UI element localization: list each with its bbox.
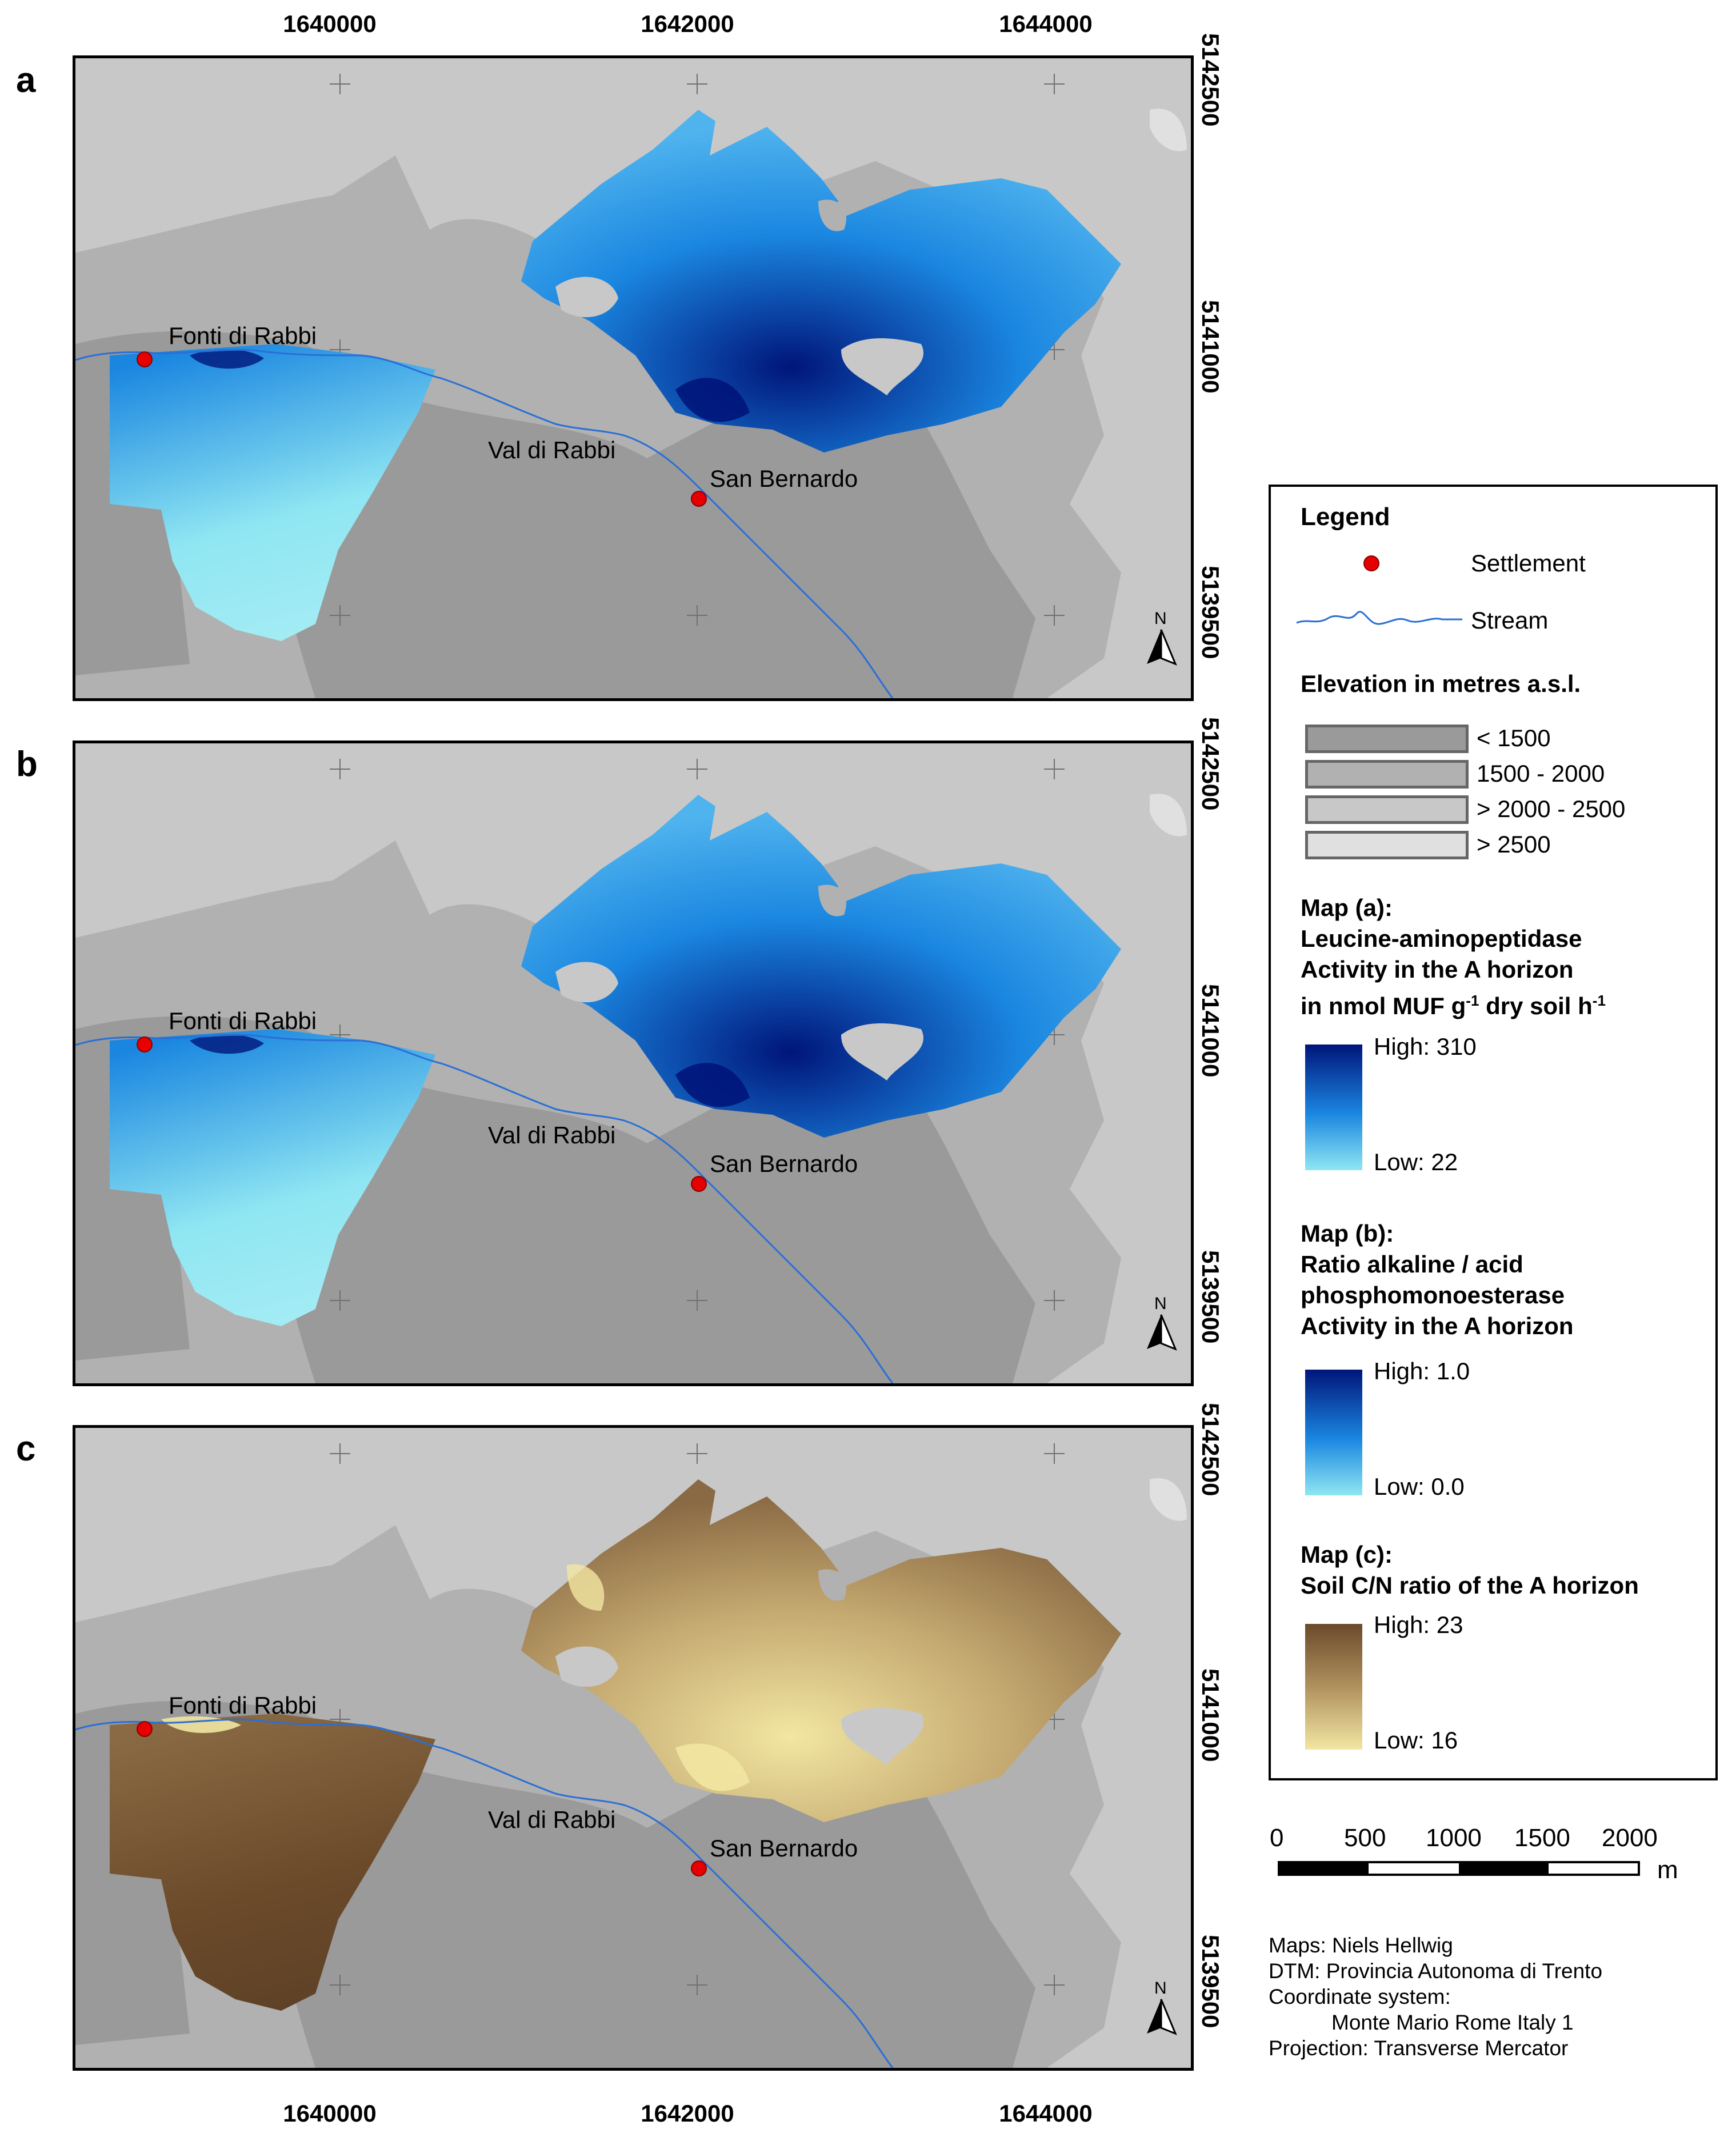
place-label-fonti-di-rabbi: Fonti di Rabbi (169, 1692, 317, 1719)
scalebar-label-0: 0 (1270, 1824, 1284, 1852)
north-arrow-icon: N (1147, 609, 1177, 666)
map-c-color-ramp (1305, 1624, 1362, 1750)
place-label-san-bernardo: San Bernardo (710, 1150, 858, 1177)
map-b-line2: phosphomonoesterase (1301, 1282, 1565, 1308)
north-label: N (1154, 1979, 1167, 1998)
map-a-color-ramp (1305, 1045, 1362, 1170)
y-tick-a-5142500: 5142500 (1197, 33, 1224, 127)
legend-settlement-label: Settlement (1471, 550, 1586, 577)
map-c-low: Low: 16 (1374, 1727, 1458, 1754)
credits-projection: Projection: Transverse Mercator (1269, 2036, 1569, 2060)
map-a-low: Low: 22 (1374, 1148, 1458, 1175)
legend-title: Legend (1301, 503, 1390, 531)
map-b-line1: Ratio alkaline / acid (1301, 1251, 1523, 1278)
place-label-fonti-di-rabbi: Fonti di Rabbi (169, 322, 317, 349)
map-credits: Maps: Niels Hellwig DTM: Provincia Auton… (1269, 1932, 1602, 2061)
map-b-color-ramp (1305, 1370, 1362, 1495)
map-panel-a: Fonti di Rabbi Val di Rabbi San Bernardo N (73, 55, 1194, 701)
elevation-label-gt2500: > 2500 (1477, 831, 1551, 858)
elevation-label-1500-2000: 1500 - 2000 (1477, 760, 1605, 787)
place-label-fonti-di-rabbi: Fonti di Rabbi (169, 1007, 317, 1034)
y-tick-c-5142500: 5142500 (1197, 1403, 1224, 1496)
north-label: N (1154, 1294, 1167, 1313)
place-label-val-di-rabbi: Val di Rabbi (488, 1806, 615, 1833)
panel-label-a: a (16, 61, 36, 100)
map-a-heading: Map (a): (1301, 894, 1393, 921)
scalebar-label-500: 500 (1344, 1824, 1386, 1852)
place-label-val-di-rabbi: Val di Rabbi (488, 1122, 615, 1148)
map-c-high: High: 23 (1374, 1611, 1463, 1638)
map-panel-c: Fonti di Rabbi Val di Rabbi San Bernardo N (73, 1425, 1194, 2071)
panel-label-c: c (16, 1429, 36, 1468)
y-tick-b-5139500: 5139500 (1197, 1250, 1224, 1344)
map-b-high: High: 1.0 (1374, 1358, 1470, 1384)
y-tick-c-5141000: 5141000 (1197, 1668, 1224, 1762)
north-arrow-icon: N (1147, 1294, 1177, 1351)
map-a-line1: Leucine-aminopeptidase (1301, 925, 1582, 952)
place-label-val-di-rabbi: Val di Rabbi (488, 437, 615, 463)
x-tick-top-1640000: 1640000 (283, 10, 377, 37)
x-tick-bottom-1642000: 1642000 (641, 2100, 734, 2127)
credits-dtm: DTM: Provincia Autonoma di Trento (1269, 1959, 1603, 1983)
map-b-heading: Map (b): (1301, 1220, 1394, 1247)
map-c-heading: Map (c): (1301, 1541, 1393, 1568)
settlement-symbol-icon (1363, 555, 1379, 571)
credits-coordsys: Coordinate system: (1269, 1985, 1451, 2008)
elevation-swatch-gt2500 (1305, 831, 1469, 859)
x-tick-bottom-1640000: 1640000 (283, 2100, 377, 2127)
map-b-line3: Activity in the A horizon (1301, 1312, 1574, 1339)
scalebar-label-1500: 1500 (1514, 1824, 1570, 1852)
x-tick-top-1642000: 1642000 (641, 10, 734, 37)
elevation-title: Elevation in metres a.s.l. (1301, 670, 1581, 697)
scalebar-unit: m (1657, 1856, 1678, 1884)
scalebar-label-2000: 2000 (1602, 1824, 1658, 1852)
map-panel-b: Fonti di Rabbi Val di Rabbi San Bernardo N (73, 741, 1194, 1386)
place-label-san-bernardo: San Bernardo (710, 465, 858, 492)
elevation-label-lt1500: < 1500 (1477, 725, 1551, 751)
y-tick-c-5139500: 5139500 (1197, 1935, 1224, 2028)
x-tick-top-1644000: 1644000 (999, 10, 1093, 37)
y-tick-b-5142500: 5142500 (1197, 717, 1224, 811)
north-arrow-icon: N (1147, 1979, 1177, 2035)
credits-maps: Maps: Niels Hellwig (1269, 1934, 1453, 1957)
legend-stream-label: Stream (1471, 607, 1549, 634)
elevation-swatch-lt1500 (1305, 725, 1469, 753)
y-tick-b-5141000: 5141000 (1197, 984, 1224, 1078)
y-tick-a-5141000: 5141000 (1197, 300, 1224, 394)
north-label: N (1154, 609, 1167, 628)
stream-symbol-icon (1296, 611, 1462, 625)
elevation-swatch-1500-2000 (1305, 760, 1469, 789)
scalebar-label-1000: 1000 (1426, 1824, 1482, 1852)
map-a-high: High: 310 (1374, 1033, 1477, 1060)
panel-label-b: b (16, 745, 38, 784)
map-b-low: Low: 0.0 (1374, 1473, 1465, 1500)
elevation-swatch-2000-2500 (1305, 795, 1469, 824)
y-tick-a-5139500: 5139500 (1197, 566, 1224, 659)
place-label-san-bernardo: San Bernardo (710, 1835, 858, 1862)
x-tick-bottom-1644000: 1644000 (999, 2100, 1093, 2127)
scalebar (1278, 1861, 1640, 1876)
elevation-label-2000-2500: > 2000 - 2500 (1477, 795, 1626, 822)
credits-datum: Monte Mario Rome Italy 1 (1331, 2011, 1574, 2034)
legend: Legend Settlement Stream Elevation in me… (1269, 485, 1718, 1780)
map-c-line1: Soil C/N ratio of the A horizon (1301, 1572, 1639, 1599)
map-a-line3: in nmol MUF g-1 dry soil h-1 (1301, 992, 1606, 1019)
map-a-line2: Activity in the A horizon (1301, 956, 1574, 983)
